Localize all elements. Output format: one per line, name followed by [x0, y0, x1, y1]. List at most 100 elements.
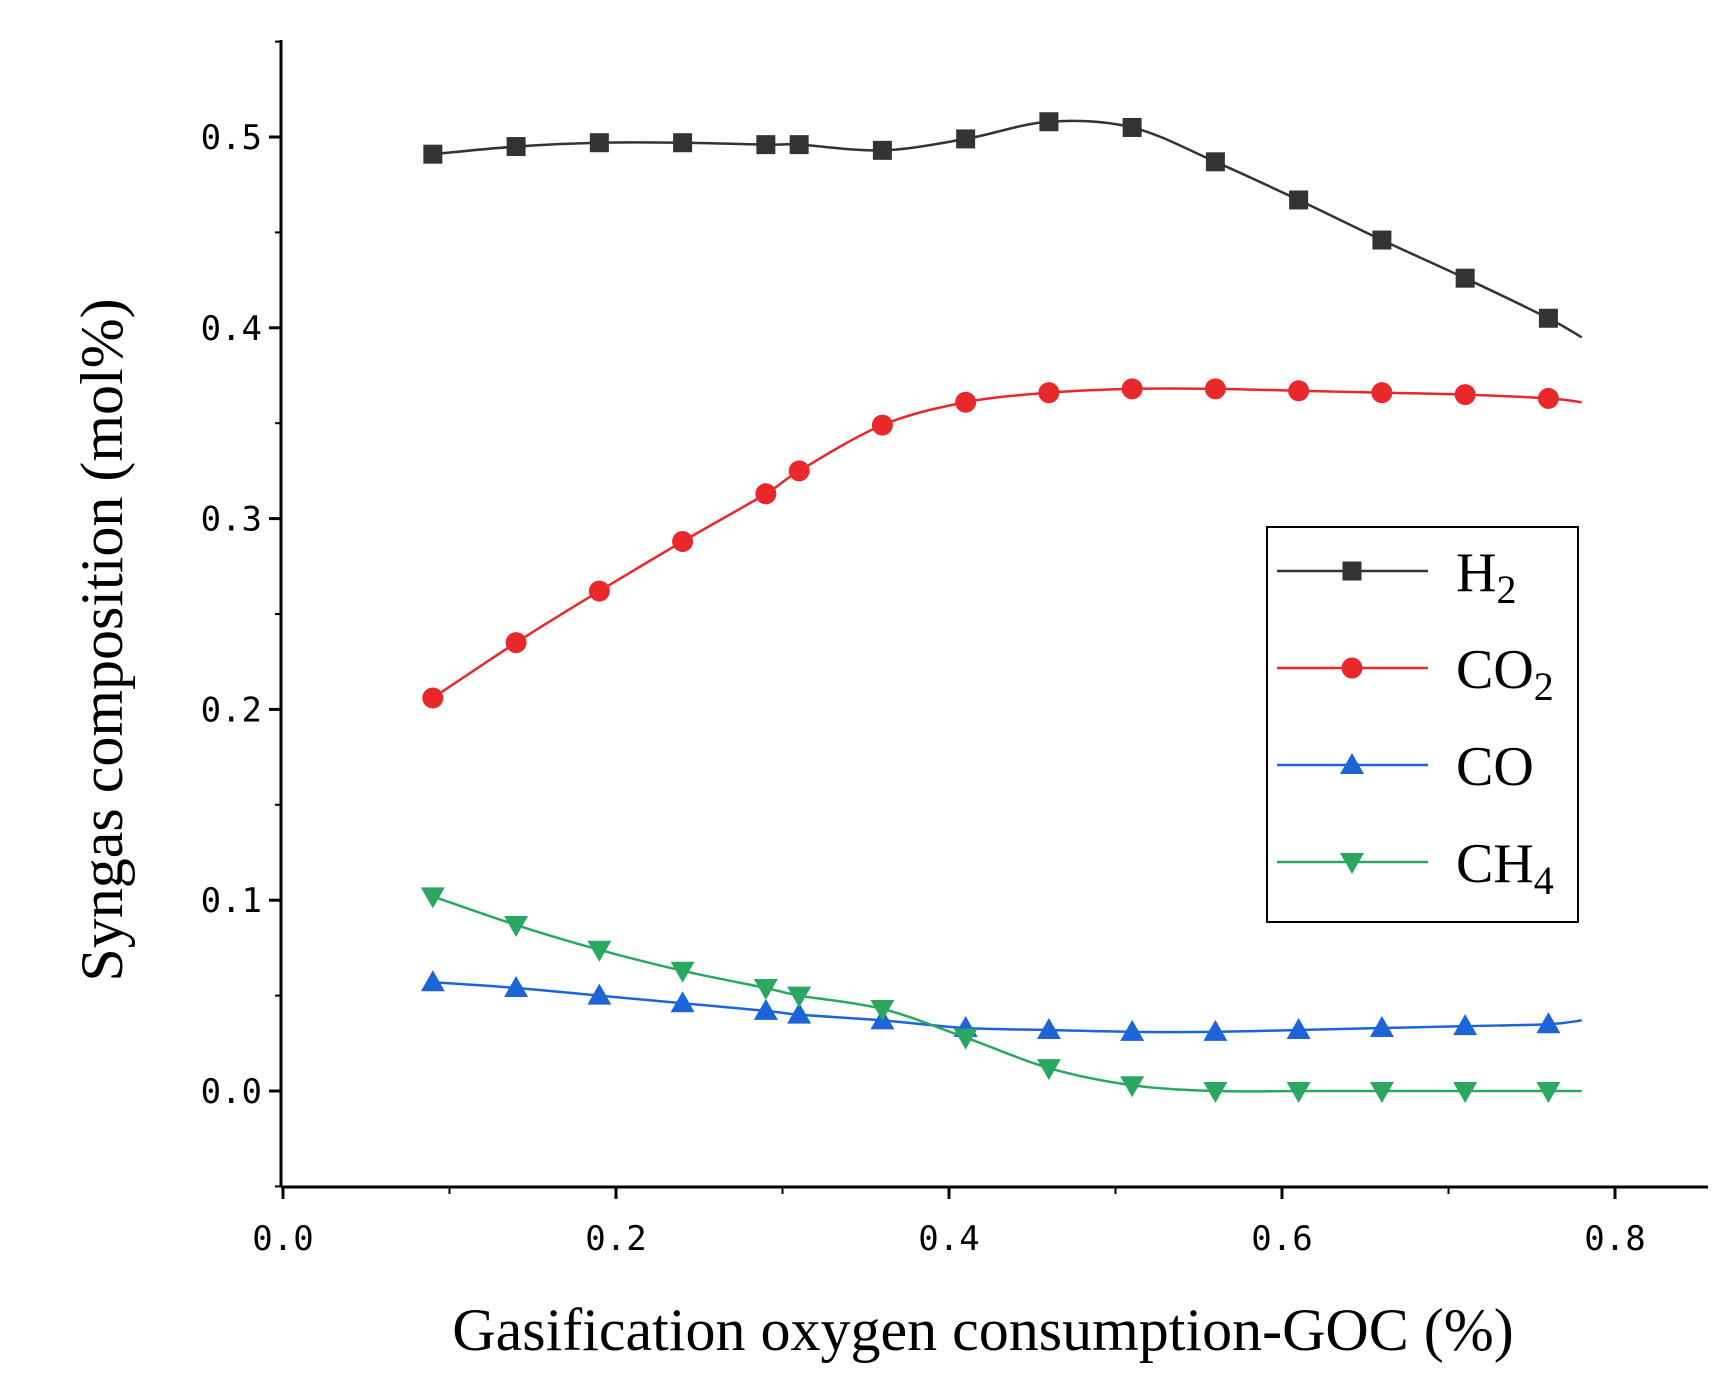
data-point-ch4 [1036, 1059, 1061, 1081]
data-point-co2 [1038, 382, 1060, 404]
series-h2 [423, 112, 1583, 339]
data-point-co2 [955, 391, 977, 413]
data-point-co [1369, 1016, 1394, 1038]
data-point-ch4 [1120, 1076, 1145, 1098]
data-point-ch4 [1536, 1082, 1561, 1103]
data-point-co2 [1537, 387, 1559, 409]
x-tick-label: 0.4 [918, 1219, 979, 1259]
data-point-co [753, 998, 778, 1020]
legend-label-subscript: 2 [1534, 664, 1554, 709]
legend-item-co2: CO2 [1277, 639, 1554, 709]
data-point-co [1120, 1019, 1145, 1041]
data-point-h2 [756, 135, 776, 155]
data-point-co [787, 1002, 812, 1024]
data-point-co [1453, 1014, 1478, 1036]
series-layer [420, 112, 1583, 1103]
data-point-co2 [1288, 380, 1310, 402]
x-axis-title: Gasification oxygen consumption-GOC (%) [452, 1297, 1513, 1363]
data-point-ch4 [753, 978, 778, 1000]
data-point-co [1536, 1012, 1561, 1034]
data-point-h2 [789, 135, 809, 155]
x-tick-label: 0.0 [252, 1219, 313, 1259]
data-point-ch4 [504, 916, 529, 938]
data-point-co2 [755, 483, 777, 505]
data-point-ch4 [587, 940, 612, 962]
series-line-ch4 [432, 895, 1582, 1093]
legend-label-subscript: 4 [1534, 858, 1554, 903]
data-point-co2 [788, 460, 810, 482]
data-point-h2 [1289, 190, 1309, 210]
data-point-h2 [423, 144, 443, 164]
data-point-h2 [1538, 308, 1558, 328]
x-tick-label: 0.8 [1584, 1219, 1645, 1259]
legend-marker-co2 [1341, 657, 1363, 679]
data-point-ch4 [1369, 1082, 1394, 1103]
data-point-h2 [673, 133, 693, 153]
data-point-h2 [956, 129, 976, 149]
series-line-co [432, 980, 1582, 1034]
data-point-co [587, 983, 612, 1005]
data-point-h2 [1039, 112, 1059, 132]
legend-marker-co [1340, 753, 1364, 774]
data-point-ch4 [870, 999, 895, 1021]
legend-box [1266, 526, 1579, 923]
legend-label-co2: CO2 [1456, 639, 1554, 709]
data-point-h2 [1372, 230, 1392, 250]
data-point-co2 [1371, 382, 1393, 404]
series-co [420, 970, 1582, 1041]
y-tick-label: 0.3 [201, 500, 262, 540]
x-tick-label: 0.6 [1251, 1219, 1312, 1259]
data-point-h2 [506, 137, 526, 157]
series-line-co2 [432, 387, 1582, 699]
legend-item-co: CO [1277, 736, 1534, 798]
series-co2 [422, 378, 1582, 709]
data-point-co [1036, 1017, 1061, 1039]
y-tick-label: 0.2 [201, 690, 262, 730]
legend-label-co: CO [1456, 736, 1534, 798]
data-point-co2 [672, 530, 694, 552]
data-point-ch4 [670, 961, 695, 983]
legend-label-main: CO [1456, 639, 1534, 701]
data-point-h2 [1205, 152, 1225, 172]
x-ticks: 0.0 0.2 0.4 0.6 0.8 [252, 1187, 1646, 1259]
data-point-co2 [1454, 384, 1476, 406]
legend-label-ch4: CH4 [1456, 833, 1554, 903]
legend-label-main: CH [1456, 833, 1534, 895]
legend-item-ch4: CH4 [1277, 833, 1554, 903]
data-point-h2 [872, 140, 892, 160]
data-point-h2 [1455, 268, 1475, 288]
data-point-ch4 [1203, 1082, 1228, 1103]
y-tick-label: 0.5 [201, 118, 262, 158]
legend-label-main: H [1456, 542, 1496, 604]
series-ch4 [420, 887, 1582, 1103]
series-line-h2 [432, 119, 1583, 339]
legend-label-h2: H2 [1456, 542, 1516, 612]
x-tick-label: 0.2 [585, 1219, 646, 1259]
data-point-co [670, 991, 695, 1013]
legend-label-subscript: 2 [1496, 567, 1516, 612]
legend-label-main: CO [1456, 736, 1534, 798]
data-point-co2 [505, 632, 527, 654]
data-point-ch4 [1453, 1082, 1478, 1103]
data-point-co [1203, 1019, 1228, 1041]
data-point-co [420, 970, 445, 992]
data-point-ch4 [1286, 1082, 1311, 1103]
data-point-co2 [871, 414, 893, 436]
data-point-co [504, 975, 529, 997]
y-tick-label: 0.1 [201, 881, 262, 921]
data-point-co2 [422, 687, 444, 709]
data-point-co [1286, 1017, 1311, 1039]
y-tick-label: 0.0 [201, 1072, 262, 1112]
data-point-ch4 [787, 986, 812, 1008]
data-point-co2 [588, 580, 610, 602]
legend-item-h2: H2 [1277, 542, 1516, 612]
data-point-co2 [1204, 378, 1226, 400]
data-point-ch4 [420, 887, 445, 909]
legend-marker-ch4 [1340, 853, 1364, 874]
y-axis-title: Syngas composition (mol%) [69, 298, 135, 981]
data-point-ch4 [953, 1028, 978, 1050]
data-point-h2 [1122, 117, 1142, 137]
y-ticks: 0.0 0.1 0.2 0.3 0.4 0.5 [201, 40, 281, 1188]
